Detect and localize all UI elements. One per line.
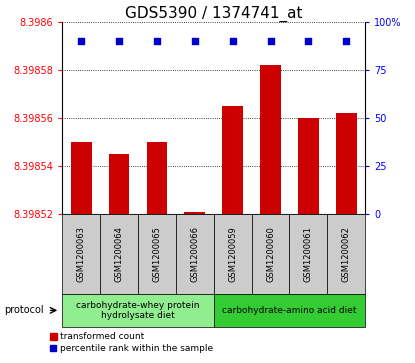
Bar bbox=[184, 212, 205, 214]
Bar bbox=[176, 214, 214, 294]
Text: GSM1200064: GSM1200064 bbox=[115, 226, 124, 282]
Text: carbohydrate-whey protein
hydrolysate diet: carbohydrate-whey protein hydrolysate di… bbox=[76, 301, 200, 320]
Text: protocol: protocol bbox=[4, 305, 44, 315]
Text: GSM1200063: GSM1200063 bbox=[77, 226, 85, 282]
Bar bbox=[146, 142, 167, 214]
Bar bbox=[251, 214, 290, 294]
Title: GDS5390 / 1374741_at: GDS5390 / 1374741_at bbox=[125, 5, 303, 22]
Point bbox=[343, 38, 349, 44]
Bar bbox=[100, 214, 138, 294]
Bar bbox=[109, 154, 129, 214]
Text: GSM1200062: GSM1200062 bbox=[342, 226, 351, 282]
Bar bbox=[62, 294, 214, 327]
Bar bbox=[222, 106, 243, 214]
Bar bbox=[214, 294, 365, 327]
Bar bbox=[214, 214, 251, 294]
Point bbox=[154, 38, 160, 44]
Point bbox=[229, 38, 236, 44]
Point bbox=[191, 38, 198, 44]
Bar bbox=[298, 118, 319, 214]
Text: GSM1200066: GSM1200066 bbox=[190, 226, 199, 282]
Bar bbox=[62, 214, 100, 294]
Bar bbox=[138, 214, 176, 294]
Legend: transformed count, percentile rank within the sample: transformed count, percentile rank withi… bbox=[46, 329, 217, 357]
Bar bbox=[327, 214, 365, 294]
Text: GSM1200061: GSM1200061 bbox=[304, 226, 313, 282]
Bar bbox=[260, 65, 281, 214]
Bar bbox=[71, 142, 92, 214]
Text: carbohydrate-amino acid diet: carbohydrate-amino acid diet bbox=[222, 306, 357, 315]
Bar bbox=[290, 214, 327, 294]
Text: GSM1200065: GSM1200065 bbox=[152, 226, 161, 282]
Point bbox=[116, 38, 122, 44]
Text: GSM1200059: GSM1200059 bbox=[228, 226, 237, 282]
Point bbox=[305, 38, 312, 44]
Point bbox=[267, 38, 274, 44]
Bar bbox=[336, 113, 356, 214]
Point bbox=[78, 38, 85, 44]
Text: GSM1200060: GSM1200060 bbox=[266, 226, 275, 282]
